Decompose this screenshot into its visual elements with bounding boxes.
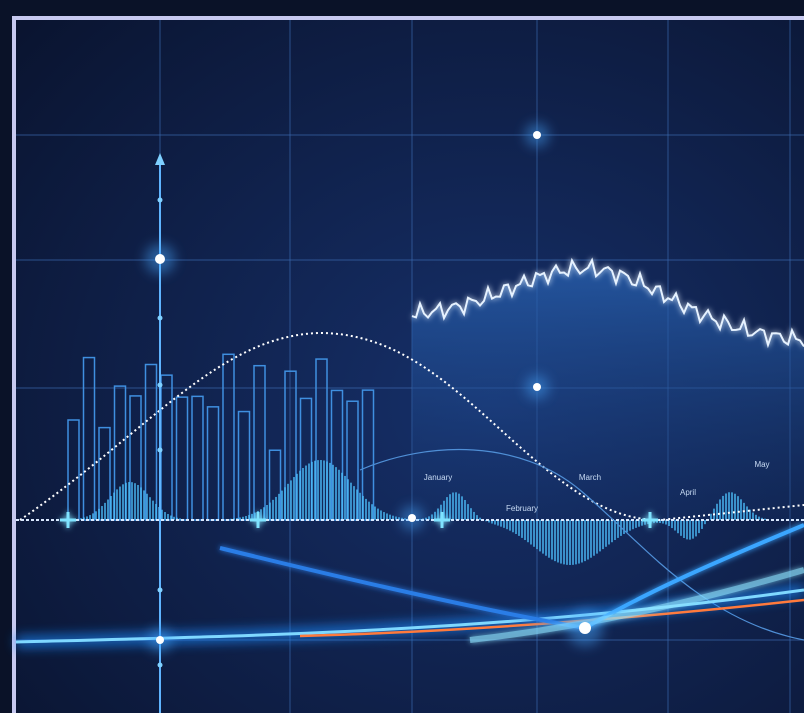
month-label: February xyxy=(506,504,538,513)
dot xyxy=(533,131,541,139)
dot xyxy=(155,254,165,264)
cross-marker xyxy=(434,512,450,528)
month-label: March xyxy=(579,473,601,482)
axis-dot xyxy=(157,587,163,593)
dot xyxy=(156,636,164,644)
area-line xyxy=(411,257,804,349)
light-streaks xyxy=(15,523,804,647)
month-label: April xyxy=(680,488,696,497)
axis-dot xyxy=(157,315,163,321)
month-label: January xyxy=(424,473,452,482)
dot xyxy=(579,622,591,634)
bar xyxy=(268,449,282,521)
axis-arrow xyxy=(155,153,165,165)
month-labels: January February March April May xyxy=(424,460,770,513)
axis-dot xyxy=(157,197,163,203)
month-label: May xyxy=(754,460,769,469)
glow-dots xyxy=(60,123,658,668)
dotted-curve xyxy=(19,331,804,522)
cross-marker xyxy=(642,512,658,528)
dot xyxy=(408,514,416,522)
cross-marker xyxy=(60,512,76,528)
axis-dot xyxy=(157,662,163,668)
axis-dot xyxy=(157,382,163,388)
axis-dot xyxy=(157,447,163,453)
dot xyxy=(533,383,541,391)
cross-marker xyxy=(250,512,266,528)
